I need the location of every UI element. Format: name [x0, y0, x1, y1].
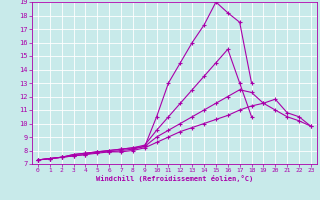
- X-axis label: Windchill (Refroidissement éolien,°C): Windchill (Refroidissement éolien,°C): [96, 175, 253, 182]
